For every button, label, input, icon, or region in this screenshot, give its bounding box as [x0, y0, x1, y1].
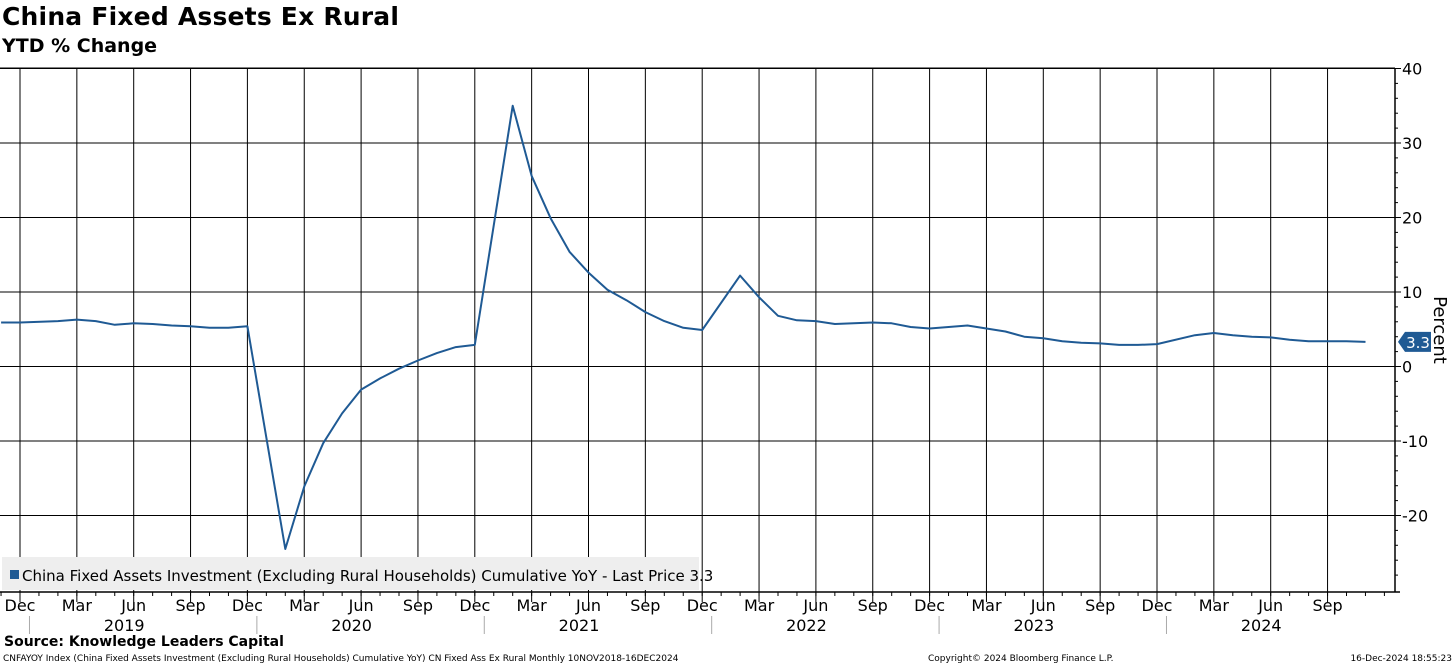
x-tick-label: Sep — [403, 596, 433, 615]
y-tick-label: 40 — [1402, 60, 1422, 79]
x-tick-label: Mar — [517, 596, 548, 615]
y-tick-label: 10 — [1402, 283, 1422, 302]
year-label: 2019 — [104, 616, 145, 635]
year-label: 2023 — [1013, 616, 1054, 635]
y-tick-label: 30 — [1402, 134, 1422, 153]
legend-swatch — [10, 570, 19, 579]
year-label: 2020 — [331, 616, 372, 635]
x-tick-label: Dec — [687, 596, 718, 615]
x-tick-label: Sep — [175, 596, 205, 615]
x-tick-label: Mar — [62, 596, 93, 615]
year-label: 2021 — [559, 616, 600, 635]
x-tick-label: Sep — [1312, 596, 1342, 615]
x-tick-label: Dec — [1142, 596, 1173, 615]
y-tick-label: 20 — [1402, 209, 1422, 228]
legend: China Fixed Assets Investment (Excluding… — [2, 557, 713, 590]
year-label: 2024 — [1241, 616, 1282, 635]
x-tick-label: Dec — [459, 596, 490, 615]
x-tick-label: Jun — [1257, 596, 1283, 615]
timestamp: 16-Dec-2024 18:55:23 — [1350, 654, 1452, 664]
x-tick-label: Sep — [630, 596, 660, 615]
x-tick-label: Jun — [802, 596, 828, 615]
y-tick-label: 0 — [1402, 358, 1412, 377]
x-tick-label: Jun — [575, 596, 601, 615]
source-note: Source: Knowledge Leaders Capital — [4, 634, 284, 650]
x-tick-label: Dec — [232, 596, 263, 615]
x-tick-label: Sep — [858, 596, 888, 615]
x-tick-label: Dec — [5, 596, 36, 615]
last-price-label: 3.3 — [1406, 334, 1430, 352]
x-tick-label: Jun — [348, 596, 374, 615]
x-tick-label: Jun — [1030, 596, 1056, 615]
chart-subtitle: YTD % Change — [2, 35, 158, 57]
year-label: 2022 — [786, 616, 827, 635]
x-tick-label: Jun — [120, 596, 146, 615]
ticker-description: CNFAYOY Index (China Fixed Assets Invest… — [3, 654, 679, 664]
chart-title: China Fixed Assets Ex Rural — [2, 2, 400, 31]
x-tick-label: Mar — [744, 596, 775, 615]
copyright-note: Copyright© 2024 Bloomberg Finance L.P. — [928, 654, 1114, 664]
x-tick-label: Dec — [914, 596, 945, 615]
x-tick-label: Mar — [289, 596, 320, 615]
x-tick-label: Mar — [1199, 596, 1230, 615]
gridlines — [0, 67, 1395, 592]
x-tick-label: Mar — [971, 596, 1002, 615]
axes — [0, 68, 1401, 634]
axis-labels: 40 30 20 10 0 -10 -20 Dec Mar Jun Sep Dec Mar Jun Sep D… — [5, 60, 1450, 636]
x-tick-label: Sep — [1085, 596, 1115, 615]
series-layer — [1, 104, 1366, 550]
legend-box — [2, 557, 699, 590]
y-tick-label: -10 — [1402, 432, 1428, 451]
last-price-tag — [1398, 331, 1431, 352]
y-axis-title: Percent — [1429, 296, 1450, 364]
legend-label: China Fixed Assets Investment (Excluding… — [22, 567, 713, 585]
y-tick-label: -20 — [1402, 507, 1428, 526]
series-line — [1, 104, 1366, 550]
